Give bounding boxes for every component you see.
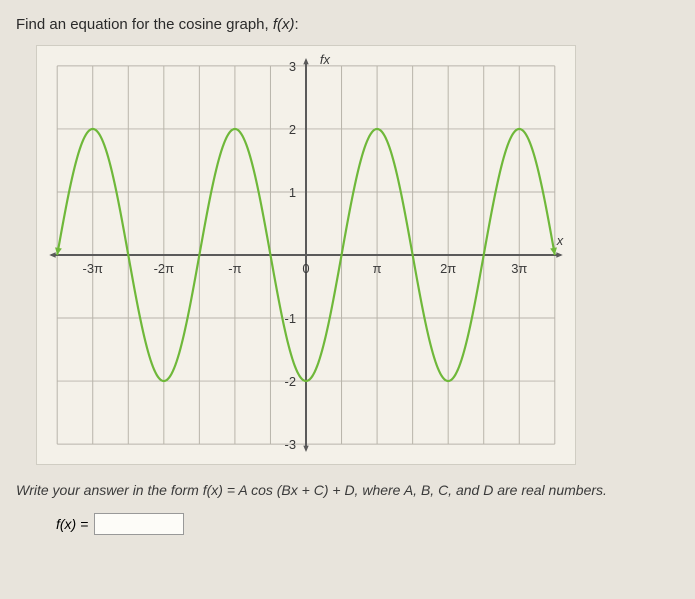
- svg-text:2: 2: [289, 122, 296, 137]
- prompt-lead: Find an equation for the cosine graph,: [16, 16, 273, 33]
- svg-text:-3π: -3π: [83, 261, 103, 276]
- svg-text:π: π: [373, 261, 382, 276]
- svg-text:-2π: -2π: [154, 261, 174, 276]
- svg-text:-1: -1: [285, 311, 297, 326]
- svg-text:-π: -π: [228, 261, 241, 276]
- svg-text:1: 1: [289, 185, 296, 200]
- svg-text:x: x: [556, 233, 564, 248]
- svg-text:-3: -3: [285, 437, 297, 452]
- instruction-text: Write your answer in the form f(x) = A c…: [16, 481, 679, 501]
- graph-svg: -3π -2π -π 0 π 2π 3π 3 2 1 -1 -2 -3 fx x: [37, 46, 575, 464]
- prompt-fn: f(x): [273, 16, 295, 33]
- prompt-tail: :: [295, 16, 299, 33]
- svg-text:2π: 2π: [440, 261, 456, 276]
- cosine-graph: -3π -2π -π 0 π 2π 3π 3 2 1 -1 -2 -3 fx x: [36, 45, 576, 465]
- answer-label: f(x) =: [56, 516, 88, 532]
- svg-text:3π: 3π: [511, 261, 527, 276]
- answer-row: f(x) =: [56, 513, 679, 535]
- svg-text:3: 3: [289, 59, 296, 74]
- svg-text:-2: -2: [285, 374, 297, 389]
- question-prompt: Find an equation for the cosine graph, f…: [16, 16, 679, 33]
- answer-input[interactable]: [94, 513, 184, 535]
- svg-text:fx: fx: [320, 52, 331, 67]
- svg-text:0: 0: [302, 261, 309, 276]
